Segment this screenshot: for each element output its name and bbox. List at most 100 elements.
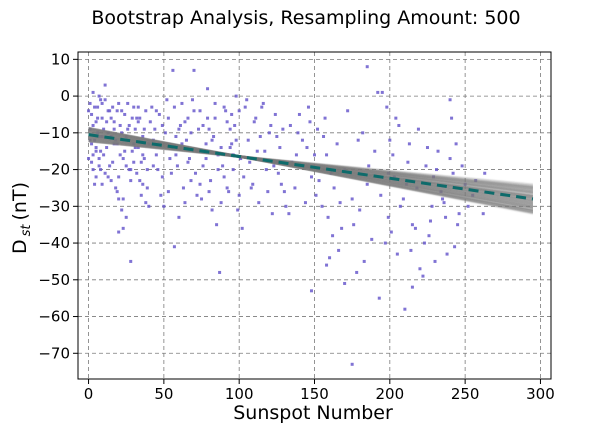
y-tick-label: −20 <box>38 161 70 179</box>
bootstrap-line <box>88 139 533 189</box>
bootstrap-line <box>88 137 534 192</box>
bootstrap-line <box>88 137 534 192</box>
data-point <box>428 219 432 223</box>
bootstrap-line <box>88 130 534 207</box>
bootstrap-line <box>88 137 534 192</box>
bootstrap-line <box>88 128 534 212</box>
data-point <box>219 201 223 205</box>
y-tick-label: −70 <box>38 344 70 362</box>
bootstrap-line <box>88 129 534 209</box>
data-point <box>90 112 94 116</box>
bootstrap-line <box>88 136 534 193</box>
data-point <box>450 116 454 120</box>
bootstrap-line <box>88 132 534 206</box>
data-point <box>266 190 270 194</box>
data-point <box>120 208 124 212</box>
bootstrap-line <box>88 138 533 189</box>
data-point <box>93 182 97 186</box>
data-point <box>407 142 411 146</box>
bootstrap-line <box>88 127 534 211</box>
bootstrap-line <box>88 130 534 207</box>
data-point <box>233 123 237 127</box>
bootstrap-line <box>88 130 534 208</box>
bootstrap-line <box>88 139 533 190</box>
data-point <box>108 164 112 168</box>
bootstrap-line <box>88 128 534 214</box>
bootstrap-line <box>88 128 534 209</box>
bootstrap-line <box>88 127 534 212</box>
bootstrap-line <box>88 126 534 214</box>
bootstrap-line <box>88 130 534 207</box>
data-point <box>96 105 100 109</box>
data-point <box>457 212 461 216</box>
bootstrap-line <box>88 140 533 188</box>
bootstrap-line <box>88 137 534 192</box>
data-point <box>112 120 116 124</box>
y-tick-label: 10 <box>51 50 70 68</box>
bootstrap-line <box>88 128 534 209</box>
data-point <box>114 186 118 190</box>
bootstrap-line <box>88 128 534 209</box>
bootstrap-line <box>88 127 534 209</box>
data-point <box>192 109 196 113</box>
bootstrap-line <box>88 140 533 188</box>
data-point <box>180 101 184 105</box>
data-point <box>332 186 336 190</box>
data-point <box>410 223 414 227</box>
data-point <box>445 252 449 256</box>
bootstrap-line <box>88 140 533 187</box>
bootstrap-line <box>88 129 534 212</box>
data-point <box>117 175 121 179</box>
bootstrap-line <box>88 128 534 209</box>
bootstrap-line <box>88 127 534 213</box>
data-point <box>118 153 122 157</box>
data-point <box>264 168 268 172</box>
data-point <box>117 101 121 105</box>
data-point <box>99 149 103 153</box>
data-point <box>129 259 133 263</box>
data-point <box>215 223 219 227</box>
bootstrap-line <box>88 140 533 190</box>
data-point <box>201 123 205 127</box>
data-point <box>127 168 131 172</box>
data-point <box>365 182 369 186</box>
bootstrap-line <box>88 128 534 211</box>
data-point <box>317 179 321 183</box>
bootstrap-line <box>88 127 534 214</box>
bootstrap-line <box>88 136 534 194</box>
data-point <box>325 263 329 267</box>
data-point <box>96 131 100 135</box>
data-point <box>97 135 101 139</box>
data-point <box>228 146 232 150</box>
data-point <box>103 83 107 87</box>
bootstrap-line <box>88 139 534 190</box>
bootstrap-line <box>88 139 533 188</box>
bootstrap-line <box>88 131 534 207</box>
data-point <box>448 98 452 102</box>
data-point <box>456 223 460 227</box>
data-point <box>130 116 134 120</box>
bootstrap-line <box>88 127 534 212</box>
data-point <box>403 307 407 311</box>
data-point <box>326 215 330 219</box>
data-point <box>209 179 213 183</box>
data-point <box>132 105 136 109</box>
data-point <box>376 90 380 94</box>
bootstrap-line <box>88 126 534 212</box>
data-point <box>425 146 429 150</box>
y-tick-label: −50 <box>38 271 70 289</box>
data-point <box>213 116 217 120</box>
bootstrap-line <box>88 128 534 212</box>
data-point <box>212 135 216 139</box>
bootstrap-line <box>88 130 534 207</box>
y-axis-label: Dst (nT) <box>9 182 34 254</box>
y-tick-label: −10 <box>38 124 70 142</box>
data-point <box>424 164 428 168</box>
bootstrap-line <box>88 136 534 193</box>
bootstrap-line <box>88 140 533 189</box>
bootstrap-line <box>88 126 534 215</box>
data-point <box>290 160 294 164</box>
grid <box>78 52 551 379</box>
data-point <box>106 109 110 113</box>
data-point <box>474 179 478 183</box>
